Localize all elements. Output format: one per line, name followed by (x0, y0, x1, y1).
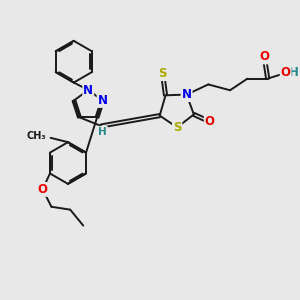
Text: O: O (280, 66, 291, 80)
Text: O: O (260, 50, 270, 63)
Text: N: N (83, 84, 93, 97)
Text: O: O (38, 183, 48, 196)
Text: O: O (205, 115, 215, 128)
Text: CH₃: CH₃ (27, 131, 46, 141)
Text: N: N (98, 94, 108, 107)
Text: H: H (98, 127, 107, 137)
Text: S: S (158, 67, 167, 80)
Text: N: N (182, 88, 192, 101)
Text: S: S (173, 121, 182, 134)
Text: H: H (289, 66, 299, 79)
